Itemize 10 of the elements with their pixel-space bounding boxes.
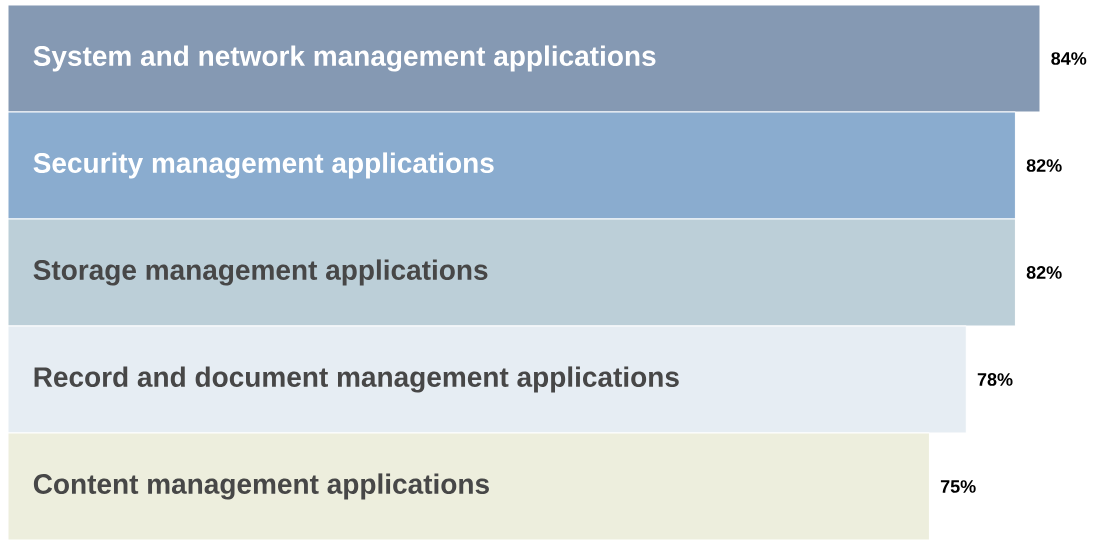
data-label: 78%: [977, 373, 1013, 386]
y-tick-label: Storage management applications: [33, 259, 488, 286]
y-tick-label: Content management applications: [33, 473, 489, 500]
data-label: 82%: [1026, 159, 1062, 172]
y-tick-label: Security management applications: [33, 152, 494, 179]
data-label: 82%: [1026, 266, 1062, 279]
data-label: 75%: [940, 480, 976, 493]
y-tick-label: System and network management applications: [33, 45, 656, 72]
data-label: 84%: [1051, 52, 1087, 65]
y-tick-label: Record and document management applications: [34, 366, 679, 393]
